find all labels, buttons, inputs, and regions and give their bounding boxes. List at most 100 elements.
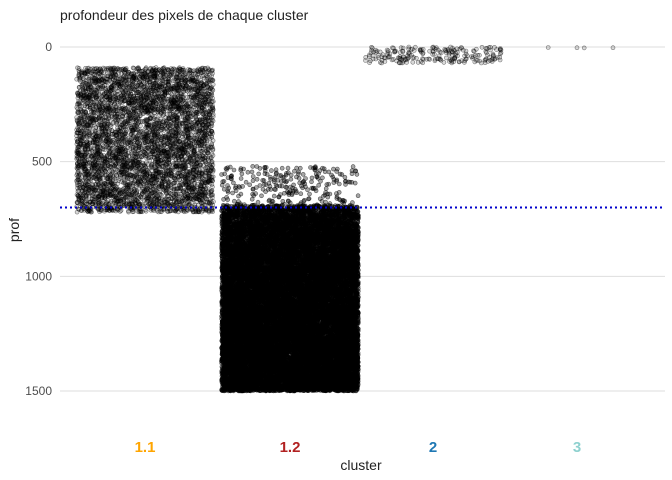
data-point bbox=[161, 187, 166, 193]
data-point bbox=[104, 88, 109, 94]
data-point bbox=[105, 179, 111, 185]
data-point bbox=[117, 209, 123, 214]
data-point bbox=[183, 165, 188, 170]
data-point bbox=[179, 173, 184, 178]
data-point bbox=[124, 93, 129, 98]
data-point bbox=[158, 135, 163, 140]
data-point bbox=[84, 91, 90, 97]
data-point bbox=[77, 85, 82, 90]
data-point bbox=[75, 193, 81, 199]
data-point bbox=[123, 88, 128, 94]
data-point bbox=[130, 115, 135, 121]
data-point bbox=[108, 146, 114, 152]
data-point bbox=[155, 70, 160, 76]
data-point bbox=[115, 95, 120, 101]
data-point bbox=[107, 158, 113, 163]
data-point bbox=[80, 125, 86, 130]
data-point bbox=[183, 99, 188, 104]
data-point bbox=[199, 86, 204, 91]
data-point bbox=[76, 74, 82, 79]
data-point bbox=[95, 201, 101, 206]
data-point bbox=[181, 89, 186, 95]
data-point bbox=[109, 70, 114, 76]
data-point bbox=[92, 99, 97, 105]
data-point bbox=[84, 178, 90, 184]
data-point bbox=[120, 114, 126, 119]
data-point bbox=[208, 77, 214, 83]
data-point bbox=[107, 208, 112, 214]
data-point bbox=[165, 150, 170, 155]
data-point bbox=[161, 148, 167, 154]
data-point bbox=[179, 155, 184, 160]
data-point bbox=[165, 67, 171, 73]
data-point bbox=[100, 115, 106, 121]
data-point bbox=[210, 146, 216, 152]
data-point bbox=[96, 134, 101, 139]
data-point bbox=[98, 176, 103, 181]
data-point bbox=[206, 179, 211, 184]
data-point bbox=[165, 135, 170, 140]
data-point bbox=[186, 149, 191, 154]
data-point bbox=[127, 95, 133, 101]
data-point bbox=[95, 160, 100, 165]
data-point bbox=[121, 135, 126, 140]
data-point bbox=[93, 156, 98, 161]
data-point bbox=[80, 119, 85, 124]
data-point bbox=[120, 163, 125, 168]
data-point bbox=[200, 106, 205, 111]
data-point bbox=[147, 119, 153, 124]
data-point bbox=[135, 133, 140, 139]
data-point bbox=[108, 164, 113, 170]
data-point bbox=[82, 153, 87, 159]
data-point bbox=[152, 121, 158, 127]
data-point bbox=[182, 197, 187, 202]
data-point bbox=[116, 143, 122, 149]
data-point bbox=[146, 146, 152, 151]
data-point bbox=[116, 191, 122, 197]
data-point bbox=[108, 124, 114, 129]
data-point bbox=[114, 120, 119, 126]
data-point bbox=[111, 108, 116, 114]
data-point bbox=[96, 82, 102, 88]
data-point bbox=[186, 155, 192, 161]
data-point bbox=[143, 117, 149, 122]
data-point bbox=[177, 147, 182, 152]
data-point bbox=[123, 195, 128, 201]
data-point bbox=[182, 76, 187, 82]
data-point bbox=[174, 199, 179, 204]
data-point bbox=[135, 121, 140, 127]
data-point bbox=[202, 109, 208, 115]
data-point bbox=[163, 169, 169, 174]
data-point bbox=[148, 111, 153, 117]
y-tick-label: 1500 bbox=[25, 384, 52, 398]
data-point bbox=[186, 180, 192, 186]
data-point bbox=[162, 89, 167, 95]
data-point bbox=[206, 147, 211, 152]
data-point bbox=[134, 83, 139, 88]
data-point bbox=[195, 69, 201, 75]
data-point bbox=[121, 131, 127, 136]
data-point bbox=[148, 184, 154, 189]
data-point bbox=[174, 180, 180, 186]
data-point bbox=[205, 116, 211, 121]
data-point bbox=[102, 111, 107, 117]
data-point bbox=[160, 126, 166, 132]
data-point bbox=[99, 77, 105, 83]
data-point bbox=[165, 104, 171, 109]
data-point bbox=[123, 201, 129, 206]
data-point bbox=[196, 102, 202, 108]
data-point bbox=[151, 92, 157, 98]
data-point bbox=[191, 152, 196, 158]
data-point bbox=[161, 203, 166, 208]
data-point bbox=[112, 176, 118, 181]
data-point bbox=[143, 208, 149, 214]
data-point bbox=[210, 174, 216, 180]
data-point bbox=[75, 139, 80, 145]
data-point bbox=[117, 176, 123, 181]
data-point bbox=[197, 194, 202, 199]
data-point bbox=[169, 195, 175, 201]
data-point bbox=[103, 128, 108, 134]
data-point bbox=[76, 183, 81, 188]
data-point bbox=[209, 182, 215, 187]
